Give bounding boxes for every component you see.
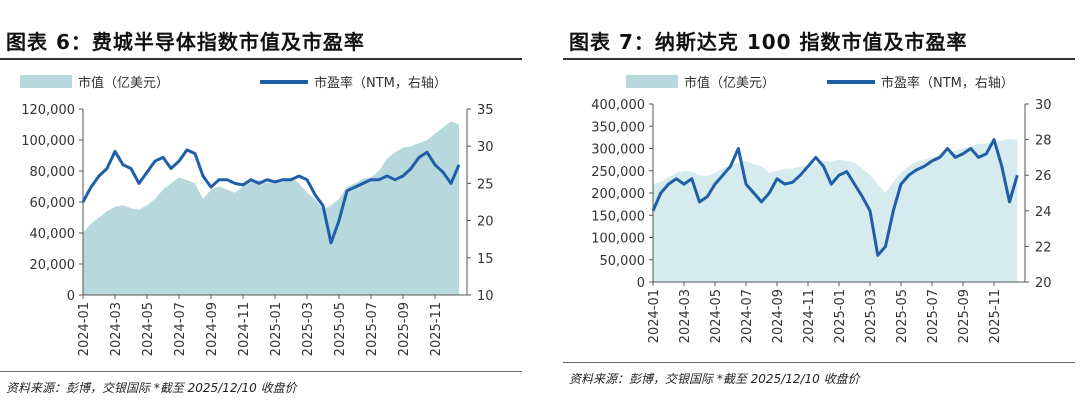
y-right-tick-label: 20: [477, 215, 494, 230]
x-tick-label: 2025-09: [957, 289, 972, 343]
title-rule: [563, 58, 1075, 60]
x-tick-label: 2024-07: [173, 302, 188, 356]
x-tick-label: 2025-07: [926, 289, 941, 343]
y-left-tick-label: 40,000: [30, 227, 76, 242]
y-right-tick-label: 20: [1035, 276, 1052, 291]
legend-label-area: 市值（亿美元）: [78, 75, 169, 91]
y-left-tick-label: 120,000: [21, 103, 75, 118]
y-right-tick-label: 35: [477, 103, 494, 118]
x-tick-label: 2025-11: [429, 302, 444, 356]
x-tick-label: 2025-03: [301, 302, 316, 356]
x-tick-label: 2025-09: [397, 302, 412, 356]
legend-swatch-area: [626, 75, 678, 88]
source-rule: [0, 371, 522, 372]
x-tick-label: 2024-07: [740, 289, 755, 343]
chart-panel-6: 图表 6：费城半导体指数市值及市盈率 市值（亿美元） 市盈率（NTM，右轴） 0 20…: [0, 0, 525, 417]
y-right-tick-label: 10: [477, 289, 494, 304]
x-tick-label: 2024-11: [802, 289, 817, 343]
y-left-tick-label: 0: [637, 276, 645, 291]
x-tick-label: 2025-05: [895, 289, 910, 343]
y-left-tick-label: 400,000: [591, 98, 645, 113]
x-tick-label: 2024-05: [709, 289, 724, 343]
y-right-tick-label: 22: [1035, 240, 1052, 255]
y-left-tick-label: 60,000: [30, 196, 76, 211]
y-left-tick-label: 50,000: [600, 254, 646, 269]
y-right-tick-label: 24: [1035, 205, 1052, 220]
y-left-tick-label: 80,000: [30, 165, 76, 180]
y-right-tick-label: 30: [477, 140, 494, 155]
series-line-pe: [81, 148, 461, 245]
y-right-tick-label: 15: [477, 252, 494, 267]
source-rule: [563, 362, 1075, 363]
y-left-tick-label: 200,000: [591, 187, 645, 202]
series-area-market-cap: [83, 121, 459, 296]
x-tick-label: 2024-09: [205, 302, 220, 356]
x-tick-label: 2025-01: [269, 302, 284, 356]
x-tick-label: 2025-01: [833, 289, 848, 343]
y-left-tick-label: 350,000: [591, 120, 645, 135]
x-tick-label: 2025-07: [365, 302, 380, 356]
legend-swatch-area: [20, 75, 72, 88]
legend-label-area: 市值（亿美元）: [684, 75, 775, 91]
y-left-tick-label: 20,000: [30, 258, 76, 273]
y-left-tick-label: 100,000: [591, 232, 645, 247]
series-line-pe: [651, 138, 1019, 257]
x-tick-label: 2024-01: [77, 302, 92, 356]
y-left-tick-label: 150,000: [591, 209, 645, 224]
chart-title: 图表 7：纳斯达克 100 指数市值及市盈率: [569, 30, 968, 54]
x-tick-label: 2024-03: [109, 302, 124, 356]
title-rule: [0, 58, 522, 60]
x-tick-label: 2024-11: [237, 302, 252, 356]
legend-label-line: 市盈率（NTM，右轴）: [881, 75, 1014, 91]
y-left-tick-label: 250,000: [591, 165, 645, 180]
x-tick-label: 2024-09: [771, 289, 786, 343]
source-note: 资料来源：彭博，交银国际 *截至 2025/12/10 收盘价: [569, 372, 860, 386]
y-left-tick-label: 0: [67, 289, 75, 304]
x-tick-label: 2025-05: [333, 302, 348, 356]
y-left-tick-label: 100,000: [21, 134, 75, 149]
chart-6-svg: 市值（亿美元） 市盈率（NTM，右轴） 0 20,000 40,000 60,000 80,…: [20, 75, 494, 356]
chart-panel-7: 图表 7：纳斯达克 100 指数市值及市盈率 市值（亿美元） 市盈率（NTM，右轴…: [563, 0, 1080, 417]
x-tick-label: 2024-03: [678, 289, 693, 343]
y-right-tick-label: 30: [1035, 98, 1052, 113]
chart-title: 图表 6：费城半导体指数市值及市盈率: [6, 30, 365, 54]
x-tick-label: 2024-01: [647, 289, 662, 343]
chart-7-svg: 市值（亿美元） 市盈率（NTM，右轴） 0 50,000 100,000 150,000 2…: [591, 75, 1052, 343]
x-tick-label: 2025-11: [988, 289, 1003, 343]
x-tick-label: 2024-05: [141, 302, 156, 356]
legend-label-line: 市盈率（NTM，右轴）: [314, 75, 447, 91]
y-left-tick-label: 300,000: [591, 143, 645, 158]
series-area-market-cap: [653, 138, 1018, 282]
y-right-tick-label: 25: [477, 177, 494, 192]
y-right-tick-label: 26: [1035, 169, 1052, 184]
y-right-tick-label: 28: [1035, 134, 1052, 149]
source-note: 资料来源：彭博，交银国际 *截至 2025/12/10 收盘价: [6, 381, 297, 395]
x-tick-label: 2025-03: [864, 289, 879, 343]
